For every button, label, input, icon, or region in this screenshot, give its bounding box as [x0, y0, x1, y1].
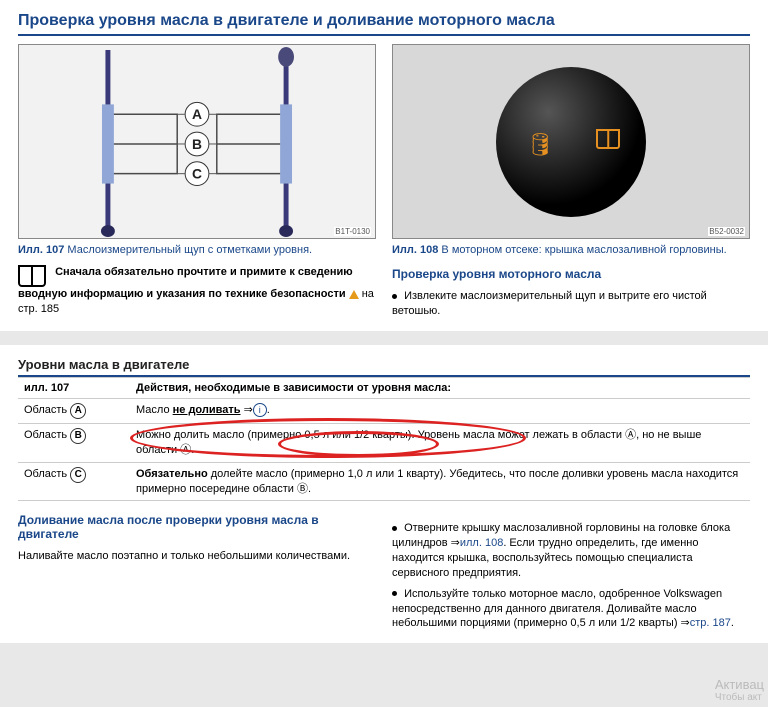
fig108-text: В моторном отсеке: крышка маслоза­ливной…	[441, 244, 726, 256]
section-title: Проверка уровня масла в двигателе и доли…	[18, 12, 750, 36]
fig108-col: 🛢 B52-0032 Илл. 108 В моторном отсеке: к…	[392, 44, 750, 319]
circle-b: B	[70, 428, 86, 444]
svg-text:C: C	[192, 166, 202, 182]
check-bullet1: Извлеките маслоизмерительный щуп и вы­тр…	[392, 289, 750, 319]
fig108-code: B52-0032	[708, 227, 745, 236]
bullet-icon	[392, 294, 397, 299]
manual-page: Проверка уровня масла в двигателе и доли…	[0, 0, 768, 331]
manual-page-2: Уровни масла в двигателе илл. 107 Действ…	[0, 345, 768, 643]
windows-watermark: Активац Чтобы акт	[715, 677, 764, 703]
topup-heading: Доливание масла после проверки уровня ма…	[18, 513, 376, 541]
read-first-block: Сначала обязательно прочтите и при­мите …	[18, 265, 376, 317]
check-b1-text: Извлеките маслоизмерительный щуп и вы­тр…	[392, 290, 707, 317]
bottom-right-col: Отверните крышку маслозаливной горлови­н…	[392, 521, 750, 631]
table-row: Область B Можно долить масло (примерно 0…	[18, 423, 750, 462]
table-header-row: илл. 107 Действия, необходимые в зависим…	[18, 377, 750, 398]
oil-cap: 🛢	[496, 67, 646, 217]
bottom-cols: Доливание масла после проверки уровня ма…	[18, 513, 750, 631]
fig107-box: A B C B1T-0130	[18, 44, 376, 239]
levels-table: илл. 107 Действия, необходимые в зависим…	[18, 377, 750, 501]
row-b-label: Область B	[18, 423, 130, 462]
circle-a: A	[70, 403, 86, 419]
link-p187[interactable]: стр. 187	[690, 617, 731, 629]
dipstick-diagram: A B C	[19, 45, 375, 238]
link-fig108[interactable]: илл. 108	[460, 537, 503, 549]
row-c-action: Обязательно долейте масло (примерно 1,0 …	[130, 462, 750, 501]
right-bullet-1: Отверните крышку маслозаливной горлови­н…	[392, 521, 750, 580]
fig107-caption: Илл. 107 Маслоизмерительный щуп с отметк…	[18, 243, 376, 257]
table-title: Уровни масла в двигателе	[18, 357, 750, 377]
read-first: Сначала обязательно прочтите и при­мите …	[18, 266, 353, 300]
fig107-col: A B C B1T-0130 Илл. 107 Ма	[18, 44, 376, 319]
row-a-label: Область A	[18, 398, 130, 423]
row-b-action: Можно долить масло (примерно 0,5 л или 1…	[130, 423, 750, 462]
page-gap	[0, 335, 768, 341]
svg-text:A: A	[192, 106, 202, 122]
warning-icon	[349, 290, 359, 299]
topup-text: Наливайте масло поэтапно и только неболь…	[18, 549, 376, 564]
row-c-label: Область C	[18, 462, 130, 501]
info-icon: i	[253, 403, 267, 417]
fig108-box: 🛢 B52-0032	[392, 44, 750, 239]
circle-c: C	[70, 467, 86, 483]
bottom-left-col: Доливание масла после проверки уровня ма…	[18, 513, 376, 631]
fig108-num: Илл. 108	[392, 244, 438, 256]
fig107-text: Маслоизмерительный щуп с отметка­ми уров…	[67, 244, 312, 256]
th-ref: илл. 107	[18, 377, 130, 398]
bullet-icon	[392, 591, 397, 596]
fig107-num: Илл. 107	[18, 244, 64, 256]
table-row: Область A Масло не доливать ⇒i.	[18, 398, 750, 423]
table-row: Область C Обязательно долейте масло (при…	[18, 462, 750, 501]
manual-icon	[596, 129, 620, 149]
figures-row: A B C B1T-0130 Илл. 107 Ма	[18, 44, 750, 319]
svg-text:B: B	[192, 136, 202, 152]
oilcan-icon: 🛢	[526, 132, 554, 158]
fig108-caption: Илл. 108 В моторном отсеке: крышка масло…	[392, 243, 750, 257]
fig107-code: B1T-0130	[334, 227, 371, 236]
right-bullet-2: Используйте только моторное масло, одо­б…	[392, 587, 750, 632]
row-a-action: Масло не доливать ⇒i.	[130, 398, 750, 423]
book-icon	[18, 265, 46, 287]
check-heading: Проверка уровня моторного масла	[392, 267, 750, 281]
bullet-icon	[392, 526, 397, 531]
th-actions: Действия, необходимые в зависимости от у…	[130, 377, 750, 398]
